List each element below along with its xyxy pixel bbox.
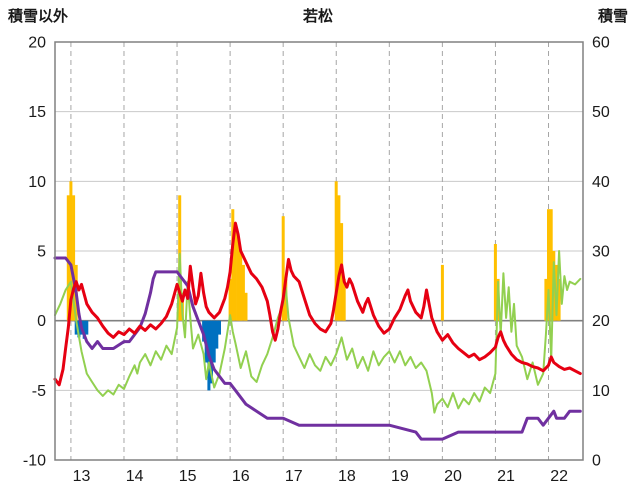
chart-title: 若松 bbox=[302, 8, 333, 25]
orange-bars bbox=[337, 195, 341, 321]
orange-bars bbox=[239, 251, 243, 321]
orange-bars bbox=[281, 216, 285, 321]
orange-bars bbox=[334, 181, 338, 321]
blue-bars bbox=[85, 320, 89, 335]
red-line bbox=[53, 221, 582, 387]
y-axis-left-tick-label: 10 bbox=[28, 174, 46, 191]
orange-bars bbox=[557, 278, 561, 321]
y-axis-right-tick-label: 0 bbox=[592, 453, 601, 470]
y-axis-left-tick-label: 5 bbox=[37, 244, 46, 261]
blue-bars bbox=[215, 320, 219, 349]
orange-bars bbox=[228, 278, 232, 321]
y-axis-right-tick-label: 60 bbox=[592, 35, 610, 52]
y-axis-left-tick-label: 20 bbox=[28, 35, 46, 52]
x-axis-tick-label: 13 bbox=[73, 468, 91, 485]
left-axis-title: 積雪以外 bbox=[8, 8, 69, 25]
x-axis-tick-label: 21 bbox=[497, 468, 515, 485]
y-axis-right-tick-label: 50 bbox=[592, 104, 610, 121]
y-axis-left-tick-label: -10 bbox=[23, 453, 46, 470]
x-axis-tick-label: 22 bbox=[550, 468, 568, 485]
x-axis-tick-label: 20 bbox=[444, 468, 462, 485]
x-axis-tick-label: 19 bbox=[391, 468, 409, 485]
orange-bars bbox=[72, 195, 76, 321]
green-line bbox=[54, 250, 582, 414]
orange-bars bbox=[66, 195, 70, 321]
blue-bars bbox=[210, 320, 213, 384]
y-axis-left-tick-label: -5 bbox=[32, 383, 46, 400]
x-axis-tick-label: 14 bbox=[126, 468, 144, 485]
plot-frame bbox=[54, 41, 584, 461]
orange-bars bbox=[244, 292, 248, 321]
x-axis-tick-label: 16 bbox=[232, 468, 250, 485]
orange-bars bbox=[284, 278, 288, 321]
orange-bars bbox=[236, 237, 240, 321]
y-axis-right-tick-label: 40 bbox=[592, 174, 610, 191]
orange-bars bbox=[493, 244, 497, 321]
orange-bars bbox=[440, 264, 444, 321]
x-axis-tick-label: 18 bbox=[338, 468, 356, 485]
blue-bars bbox=[82, 320, 86, 339]
y-axis-right-tick-label: 20 bbox=[592, 313, 610, 330]
y-axis-left-tick-label: 0 bbox=[37, 313, 46, 330]
x-axis-tick-label: 17 bbox=[285, 468, 303, 485]
blue-bars bbox=[74, 320, 78, 335]
orange-bars bbox=[69, 181, 73, 321]
blue-bars bbox=[212, 320, 216, 363]
y-axis-left-tick-label: 15 bbox=[28, 104, 46, 121]
purple-line bbox=[53, 256, 582, 441]
blue-bars bbox=[218, 320, 221, 335]
orange-bars bbox=[233, 223, 237, 321]
x-axis-tick-label: 15 bbox=[179, 468, 197, 485]
orange-bars bbox=[549, 209, 553, 321]
right-axis-title: 積雪 bbox=[597, 8, 628, 25]
orange-bars bbox=[241, 264, 245, 321]
orange-bars bbox=[231, 209, 235, 321]
y-axis-right-tick-label: 10 bbox=[592, 383, 610, 400]
blue-bars bbox=[77, 320, 81, 338]
orange-bars bbox=[544, 278, 548, 321]
y-axis-right-tick-label: 30 bbox=[592, 244, 610, 261]
orange-bars bbox=[547, 209, 550, 321]
orange-bars bbox=[342, 278, 346, 321]
